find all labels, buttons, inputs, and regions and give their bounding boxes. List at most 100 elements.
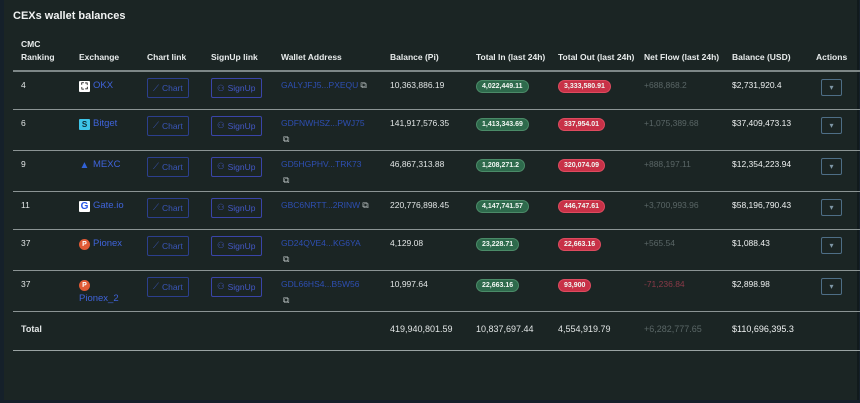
net-flow: +1,075,389.68: [636, 109, 724, 151]
wallet-address-link[interactable]: GD5HGPHV...TRK73: [281, 158, 362, 169]
balance-pi: 46,867,313.88: [382, 150, 468, 192]
copy-icon[interactable]: ⧉: [362, 199, 369, 210]
table-row: 11 G Gate.io ⟋ Chart ⚇ SignUp GBC6NRTT...2R…: [13, 191, 860, 230]
col-header-total-out: Total Out (last 24h): [550, 38, 636, 72]
wallet-address-link[interactable]: GD24QVE4...KG6YA: [281, 237, 361, 248]
copy-icon[interactable]: ⧉: [283, 294, 290, 305]
net-flow: +688,868.2: [636, 71, 724, 110]
chart-button[interactable]: ⟋ Chart: [147, 78, 189, 98]
chart-button[interactable]: ⟋ Chart: [147, 235, 189, 256]
user-plus-icon: ⚇: [217, 120, 225, 130]
filter-dropdown-icon[interactable]: ▾: [821, 79, 842, 96]
col-header-rank: CMC Ranking: [13, 38, 71, 72]
balance-usd: $58,196,790.43: [724, 191, 808, 230]
exchange-link[interactable]: ▲ MEXC: [79, 159, 139, 171]
copy-icon[interactable]: ⧉: [360, 80, 367, 90]
wallet-address-link[interactable]: GDL66HS4...B5W56: [281, 278, 360, 289]
bitget-logo-icon: S: [79, 118, 90, 130]
filter-dropdown-icon[interactable]: ▾: [821, 277, 842, 295]
total-in-badge: 4,022,449.11: [476, 80, 529, 93]
wallet-balances-table: CMC Ranking Exchange Chart link SignUp l…: [13, 38, 860, 351]
balance-pi: 4,129.08: [382, 229, 468, 271]
signup-button[interactable]: ⚇ SignUp: [211, 276, 262, 297]
copy-icon[interactable]: ⧉: [283, 174, 290, 185]
total-out: 4,554,919.79: [550, 311, 636, 351]
filter-dropdown-icon[interactable]: ▾: [821, 236, 842, 254]
balance-pi: 141,917,576.35: [382, 109, 468, 151]
exchange-name: Pionex: [93, 237, 123, 249]
col-header-actions: Actions: [808, 38, 860, 72]
col-header-signup: SignUp link: [203, 38, 273, 72]
chart-button[interactable]: ⟋ Chart: [147, 197, 189, 218]
col-header-balance-usd: Balance (USD): [724, 38, 808, 72]
filter-dropdown-icon[interactable]: ▾: [821, 157, 842, 175]
rank-cell: 4: [13, 71, 71, 110]
wallet-address-link[interactable]: GDFNWHSZ...PWJ75: [281, 117, 365, 128]
copy-icon[interactable]: ⧉: [283, 133, 290, 144]
chart-button[interactable]: ⟋ Chart: [147, 276, 189, 297]
chart-line-icon: ⟋: [153, 281, 159, 291]
total-in-badge: 4,147,741.57: [476, 199, 529, 213]
total-out-badge: 320,074.09: [558, 158, 606, 172]
table-row: 37 P Pionex_2 ⟋ Chart ⚇ SignUp GDL66HS4...B…: [13, 270, 860, 312]
user-plus-icon: ⚇: [217, 82, 225, 93]
exchange-link[interactable]: P Pionex: [79, 238, 139, 250]
exchange-name: Pionex_2: [79, 292, 119, 304]
chart-button[interactable]: ⟋ Chart: [147, 115, 189, 136]
user-plus-icon: ⚇: [217, 281, 225, 291]
table-row: 37 P Pionex ⟋ Chart ⚇ SignUp GD24QVE4...KG6…: [13, 229, 860, 271]
signup-button[interactable]: ⚇ SignUp: [211, 115, 262, 136]
pionex-logo-icon: P: [79, 279, 90, 291]
net-flow: +565.54: [636, 229, 724, 271]
col-header-total-in: Total In (last 24h): [468, 38, 550, 72]
rank-cell: 11: [13, 191, 71, 230]
total-label: Total: [13, 311, 71, 351]
user-plus-icon: ⚇: [217, 202, 225, 212]
user-plus-icon: ⚇: [217, 240, 225, 250]
table-row: 9 ▲ MEXC ⟋ Chart ⚇ SignUp GD5HGPHV...TRK73 ⧉…: [13, 150, 860, 192]
net-flow: -71,236.84: [636, 270, 724, 312]
exchange-name: Gate.io: [93, 199, 124, 211]
gateio-logo-icon: G: [79, 200, 90, 212]
col-header-chart: Chart link: [139, 38, 203, 72]
wallet-balances-panel: CEXs wallet balances CMC Ranking Exchang…: [4, 0, 860, 400]
signup-button[interactable]: ⚇ SignUp: [211, 235, 262, 256]
okx-logo-icon: ⛶: [79, 81, 90, 92]
rank-cell: 37: [13, 270, 71, 312]
exchange-link[interactable]: G Gate.io: [79, 200, 139, 212]
filter-dropdown-icon[interactable]: ▾: [821, 116, 842, 134]
total-out-badge: 3,333,580.91: [558, 80, 611, 93]
signup-button[interactable]: ⚇ SignUp: [211, 78, 262, 98]
table-header-row: CMC Ranking Exchange Chart link SignUp l…: [13, 38, 860, 72]
col-header-address: Wallet Address: [273, 38, 382, 72]
exchange-link[interactable]: ⛶ OKX: [79, 80, 139, 92]
net-flow: +888,197.11: [636, 150, 724, 192]
total-row: Total 419,940,801.59 10,837,697.44 4,554…: [13, 311, 860, 351]
exchange-link[interactable]: P Pionex_2: [79, 279, 139, 304]
signup-button[interactable]: ⚇ SignUp: [211, 156, 262, 177]
wallet-address-link[interactable]: GALYJFJ5...PXEQU: [281, 80, 359, 90]
filter-dropdown-icon[interactable]: ▾: [821, 198, 842, 216]
total-in: 10,837,697.44: [468, 311, 550, 351]
table-row: 6 S Bitget ⟋ Chart ⚇ SignUp GDFNWHSZ...PWJ7…: [13, 109, 860, 151]
mexc-logo-icon: ▲: [79, 159, 90, 171]
total-in-badge: 1,208,271.2: [476, 158, 525, 172]
wallet-address-link[interactable]: GBC6NRTT...2RINW: [281, 199, 361, 210]
balance-usd: $1,088.43: [724, 229, 808, 271]
total-balance-pi: 419,940,801.59: [382, 311, 468, 351]
total-out-badge: 93,900: [558, 278, 592, 292]
total-balance-usd: $110,696,395.3: [724, 311, 808, 351]
rank-cell: 6: [13, 109, 71, 151]
total-in-badge: 22,663.16: [476, 278, 520, 292]
signup-button[interactable]: ⚇ SignUp: [211, 197, 262, 218]
chart-button[interactable]: ⟋ Chart: [147, 156, 189, 177]
total-net-flow: +6,282,777.65: [636, 311, 724, 351]
exchange-link[interactable]: S Bitget: [79, 118, 139, 130]
col-header-exchange: Exchange: [71, 38, 139, 72]
chart-line-icon: ⟋: [153, 161, 159, 171]
rank-cell: 37: [13, 229, 71, 271]
balance-pi: 10,997.64: [382, 270, 468, 312]
copy-icon[interactable]: ⧉: [283, 253, 290, 264]
page-title: CEXs wallet balances: [13, 10, 126, 22]
table-row: 4 ⛶ OKX ⟋ Chart ⚇ SignUp GALYJFJ5...PXEQU ⧉ …: [13, 71, 860, 110]
